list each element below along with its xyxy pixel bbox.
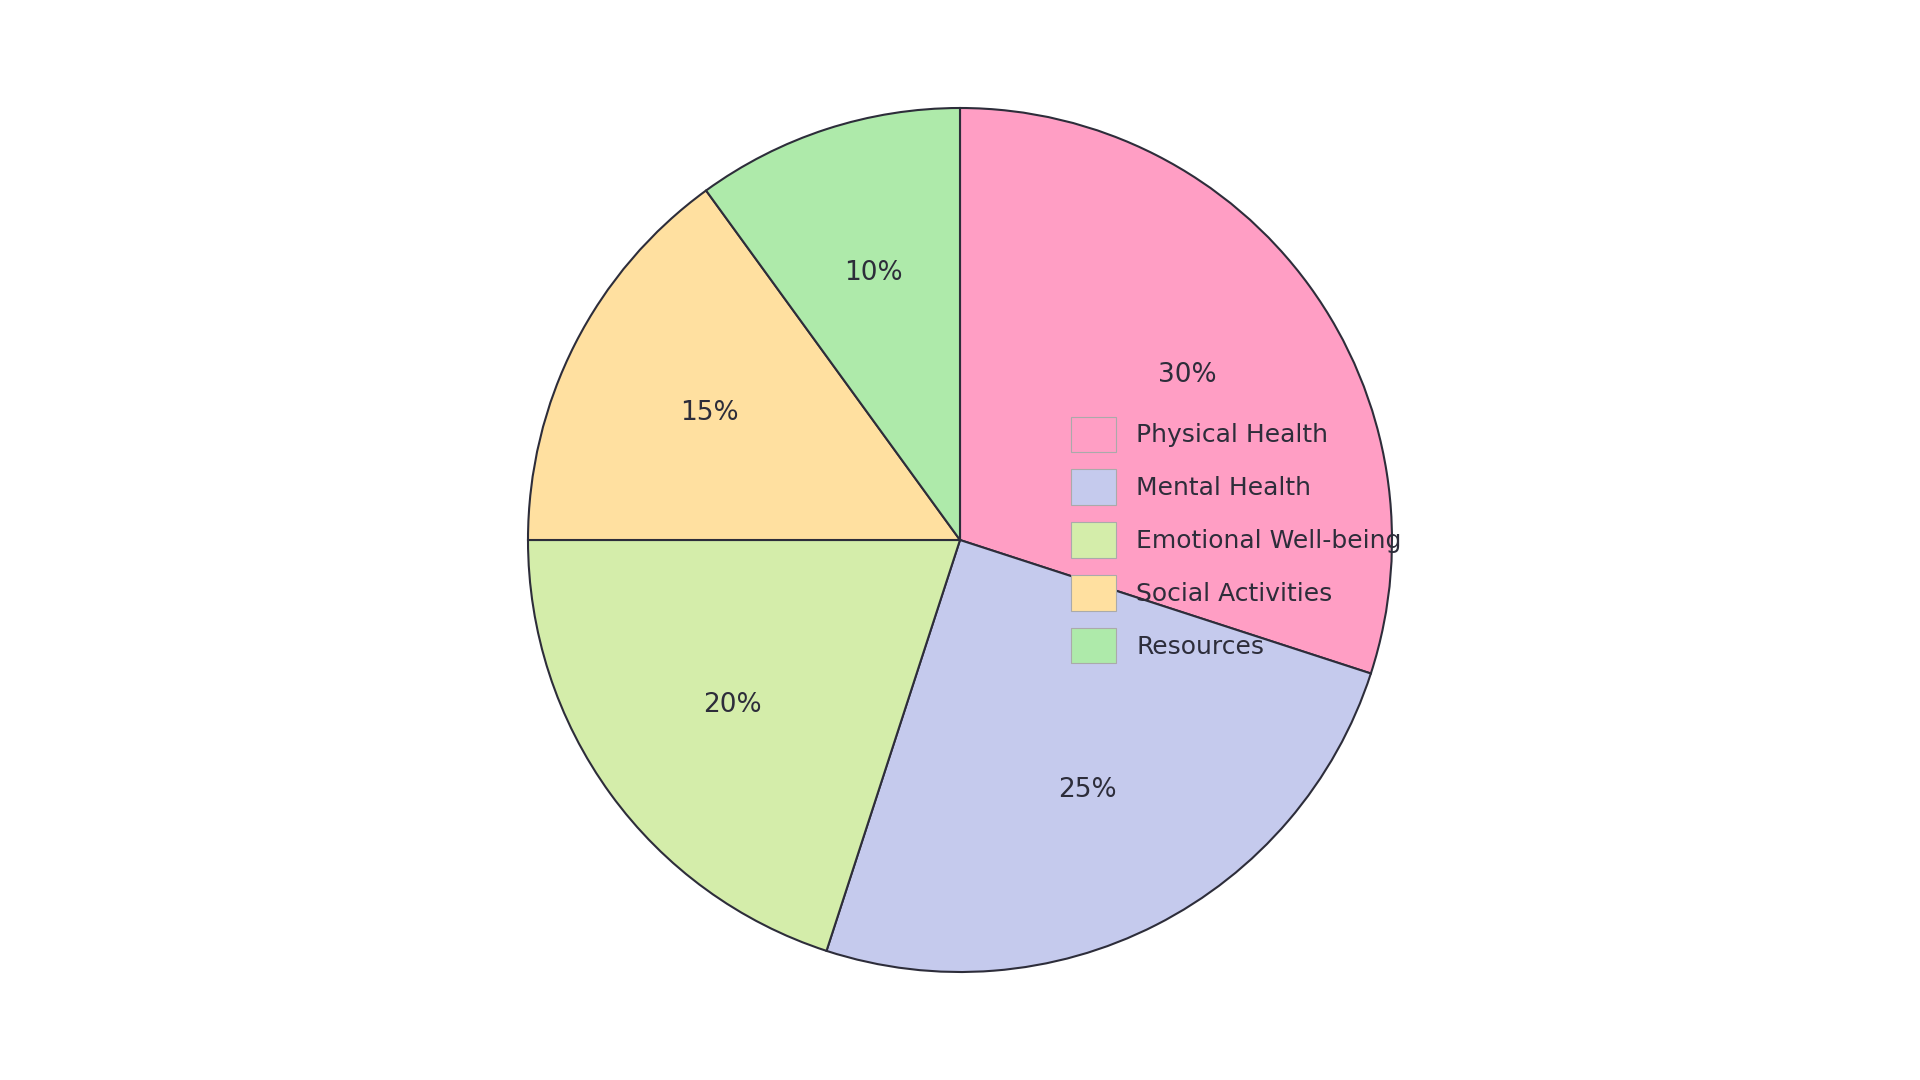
Text: 30%: 30% <box>1158 362 1217 388</box>
Wedge shape <box>826 540 1371 972</box>
Text: 25%: 25% <box>1058 778 1117 804</box>
Wedge shape <box>528 540 960 950</box>
Wedge shape <box>707 108 960 540</box>
Text: 10%: 10% <box>845 260 902 286</box>
Text: 20%: 20% <box>703 692 762 718</box>
Wedge shape <box>528 190 960 540</box>
Legend: Physical Health, Mental Health, Emotional Well-being, Social Activities, Resourc: Physical Health, Mental Health, Emotiona… <box>1060 404 1415 676</box>
Text: 15%: 15% <box>680 400 739 426</box>
Wedge shape <box>960 108 1392 674</box>
